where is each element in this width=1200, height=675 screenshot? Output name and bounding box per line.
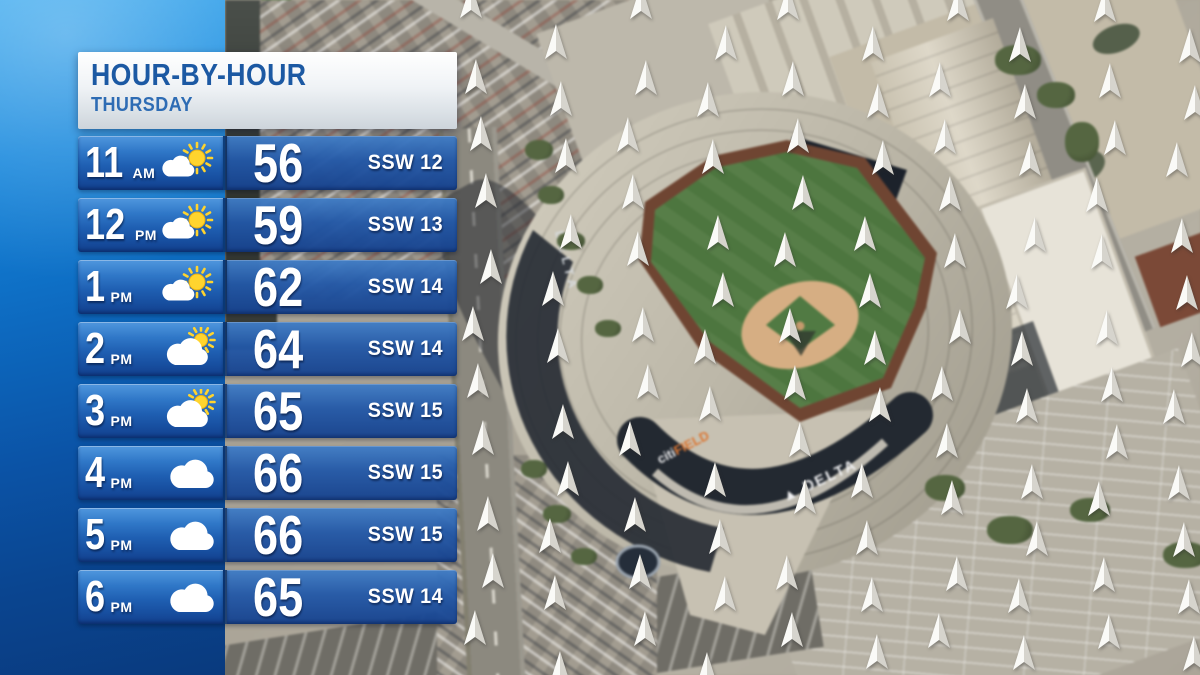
time-label: 6 bbox=[85, 572, 106, 621]
forecast-row: 12 PM 59 SSW 13 bbox=[78, 194, 457, 256]
mostly-sunny-icon bbox=[159, 264, 219, 310]
tree bbox=[1070, 498, 1110, 522]
meridiem-label: PM bbox=[134, 227, 157, 243]
forecast-row-time-cell: 4 PM bbox=[78, 446, 223, 500]
tree bbox=[1065, 122, 1099, 162]
forecast-row-time-cell: 12 PM bbox=[78, 198, 223, 252]
row-divider bbox=[223, 446, 227, 500]
forecast-row-time-cell: 11 AM bbox=[78, 136, 223, 190]
row-divider bbox=[223, 322, 227, 376]
forecast-row-time-cell: 5 PM bbox=[78, 508, 223, 562]
forecast-row: 2 PM 64 SSW 14 bbox=[78, 318, 457, 380]
temperature-value: 62 bbox=[253, 256, 304, 318]
time-label: 5 bbox=[85, 510, 106, 559]
tree bbox=[525, 140, 553, 160]
time-label: 2 bbox=[85, 324, 106, 373]
forecast-row: 11 AM 56 SSW 12 bbox=[78, 132, 457, 194]
meridiem-label: PM bbox=[110, 351, 133, 367]
forecast-row: 4 PM 66 SSW 15 bbox=[78, 442, 457, 504]
temperature-value: 66 bbox=[253, 504, 304, 566]
forecast-row: 3 PM 65 SSW 15 bbox=[78, 380, 457, 442]
row-divider bbox=[223, 508, 227, 562]
tree bbox=[925, 475, 965, 501]
row-divider bbox=[223, 570, 227, 624]
wind-value: SSW 12 bbox=[367, 151, 443, 174]
time-label: 1 bbox=[85, 262, 106, 311]
tree bbox=[595, 320, 621, 337]
forecast-rows: 11 AM 56 SSW 12 12 PM 59 SSW 13 1 PM 62 SSW 14 2 PM 64… bbox=[78, 132, 457, 628]
forecast-row-data-cell: 66 SSW 15 bbox=[227, 504, 457, 566]
hourly-forecast-panel: HOUR-BY-HOUR THURSDAY 11 AM 56 SSW 12 12 PM 59… bbox=[78, 52, 457, 632]
time-label: 11 bbox=[85, 138, 124, 187]
forecast-row-data-cell: 64 SSW 14 bbox=[227, 318, 457, 380]
forecast-row-data-cell: 65 SSW 14 bbox=[227, 566, 457, 628]
cloudy-icon bbox=[159, 512, 219, 558]
row-divider bbox=[223, 136, 227, 190]
row-divider bbox=[223, 384, 227, 438]
wind-value: SSW 14 bbox=[367, 585, 443, 608]
time-label: 3 bbox=[85, 386, 106, 435]
tree bbox=[987, 516, 1033, 544]
time-label: 12 bbox=[85, 200, 126, 249]
baseball-stadium: citiFIELD ▲ DELTA DELTA bbox=[497, 92, 1013, 635]
meridiem-label: PM bbox=[110, 289, 133, 305]
wind-value: SSW 15 bbox=[367, 399, 443, 422]
forecast-row-time-cell: 3 PM bbox=[78, 384, 223, 438]
forecast-row-time-cell: 6 PM bbox=[78, 570, 223, 624]
forecast-row: 5 PM 66 SSW 15 bbox=[78, 504, 457, 566]
tree bbox=[577, 276, 603, 294]
temperature-value: 66 bbox=[253, 442, 304, 504]
row-divider bbox=[223, 260, 227, 314]
forecast-row-data-cell: 56 SSW 12 bbox=[227, 132, 457, 194]
forecast-row-data-cell: 62 SSW 14 bbox=[227, 256, 457, 318]
time-label: 4 bbox=[85, 448, 106, 497]
wind-value: SSW 14 bbox=[367, 275, 443, 298]
meridiem-label: PM bbox=[110, 599, 133, 615]
tree bbox=[995, 45, 1041, 75]
wind-value: SSW 15 bbox=[367, 523, 443, 546]
partly-sunny-icon bbox=[159, 326, 219, 372]
forecast-row-data-cell: 66 SSW 15 bbox=[227, 442, 457, 504]
tree bbox=[1037, 82, 1075, 108]
wind-value: SSW 14 bbox=[367, 337, 443, 360]
forecast-row-data-cell: 65 SSW 15 bbox=[227, 380, 457, 442]
mostly-sunny-icon bbox=[159, 202, 219, 248]
row-divider bbox=[223, 198, 227, 252]
panel-header: HOUR-BY-HOUR THURSDAY bbox=[78, 52, 457, 129]
wind-value: SSW 15 bbox=[367, 461, 443, 484]
temperature-value: 64 bbox=[253, 318, 304, 380]
tree bbox=[521, 460, 547, 478]
tree bbox=[543, 505, 571, 523]
panel-subtitle: THURSDAY bbox=[91, 93, 193, 116]
temperature-value: 56 bbox=[253, 132, 304, 194]
meridiem-label: PM bbox=[110, 537, 133, 553]
wind-value: SSW 13 bbox=[367, 213, 443, 236]
partly-sunny-icon bbox=[159, 388, 219, 434]
cloudy-icon bbox=[159, 574, 219, 620]
tree bbox=[1163, 542, 1200, 568]
cloudy-icon bbox=[159, 450, 219, 496]
forecast-row: 1 PM 62 SSW 14 bbox=[78, 256, 457, 318]
tree bbox=[538, 186, 564, 204]
temperature-value: 65 bbox=[253, 380, 304, 442]
meridiem-label: PM bbox=[110, 475, 133, 491]
tree bbox=[571, 548, 597, 565]
mostly-sunny-icon bbox=[159, 140, 219, 186]
meridiem-label: AM bbox=[132, 165, 156, 181]
temperature-value: 59 bbox=[253, 194, 304, 256]
temperature-value: 65 bbox=[253, 566, 304, 628]
forecast-row-data-cell: 59 SSW 13 bbox=[227, 194, 457, 256]
panel-title: HOUR-BY-HOUR bbox=[91, 57, 307, 92]
forecast-row-time-cell: 2 PM bbox=[78, 322, 223, 376]
tree bbox=[557, 232, 585, 250]
forecast-row-time-cell: 1 PM bbox=[78, 260, 223, 314]
forecast-row: 6 PM 65 SSW 14 bbox=[78, 566, 457, 628]
meridiem-label: PM bbox=[110, 413, 133, 429]
